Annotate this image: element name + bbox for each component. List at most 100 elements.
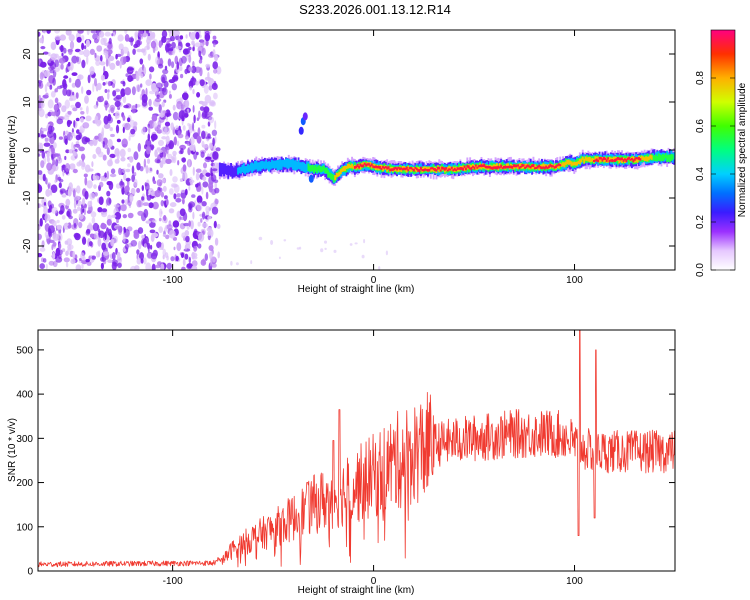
noise-speckle xyxy=(294,286,297,290)
noise-blob xyxy=(107,91,110,100)
noise-blob xyxy=(146,158,151,164)
ridge-cell xyxy=(616,157,619,160)
noise-blob xyxy=(214,54,219,62)
noise-blob xyxy=(207,216,212,220)
noise-blob xyxy=(102,82,106,86)
ridge-cell xyxy=(490,166,493,170)
noise-blob xyxy=(92,154,97,159)
ridge-cell xyxy=(299,162,301,170)
noise-speckle xyxy=(373,428,376,431)
noise-blob xyxy=(158,217,162,222)
noise-blob xyxy=(89,192,96,200)
noise-blob xyxy=(195,80,199,86)
snr-y-tick-label: 400 xyxy=(16,390,33,401)
ridge-cell xyxy=(535,167,538,169)
noise-blob xyxy=(141,94,148,103)
noise-blob xyxy=(186,263,193,270)
ridge-cell xyxy=(569,160,571,165)
noise-blob xyxy=(75,264,82,270)
ridge-cell xyxy=(424,168,427,171)
noise-blob xyxy=(54,35,62,41)
noise-blob xyxy=(63,47,67,54)
ridge-feature xyxy=(298,126,304,135)
noise-blob xyxy=(82,122,90,129)
noise-speckle xyxy=(353,297,356,302)
ridge-cell xyxy=(434,168,436,171)
noise-blob xyxy=(205,205,211,213)
ridge-cell xyxy=(649,154,652,159)
ridge-cell xyxy=(234,165,237,177)
noise-blob xyxy=(201,110,208,118)
noise-blob xyxy=(108,181,114,191)
noise-speckle xyxy=(286,411,289,415)
noise-blob xyxy=(86,105,89,115)
ridge-cell xyxy=(496,163,498,168)
noise-blob xyxy=(48,225,55,234)
noise-blob xyxy=(208,186,213,193)
noise-blob xyxy=(188,66,193,72)
noise-blob xyxy=(169,188,174,195)
ridge-cell xyxy=(296,161,299,170)
noise-blob xyxy=(59,34,66,41)
ridge-cell xyxy=(661,153,664,162)
noise-blob xyxy=(47,59,51,64)
noise-blob xyxy=(78,213,84,220)
noise-blob xyxy=(149,73,152,80)
ridge-cell xyxy=(549,163,552,167)
noise-speckle xyxy=(221,373,223,376)
noise-blob xyxy=(172,111,179,121)
ridge-cell xyxy=(322,165,325,171)
noise-blob xyxy=(75,117,80,122)
noise-blob xyxy=(193,245,198,252)
noise-blob xyxy=(124,87,132,96)
noise-blob xyxy=(73,222,77,229)
noise-blob xyxy=(203,162,207,169)
noise-blob xyxy=(86,261,92,266)
ridge-cell xyxy=(636,158,639,163)
noise-blob xyxy=(48,52,51,57)
noise-blob xyxy=(71,82,76,88)
ridge-cell xyxy=(429,167,432,170)
noise-blob xyxy=(196,195,203,204)
ridge-cell xyxy=(306,161,308,172)
noise-blob xyxy=(137,30,144,38)
noise-blob xyxy=(166,224,173,230)
ridge-cell xyxy=(287,158,290,169)
noise-blob xyxy=(40,101,45,109)
noise-blob xyxy=(190,77,197,86)
ridge-cell xyxy=(669,154,671,163)
noise-speckle xyxy=(320,444,324,449)
noise-speckle xyxy=(369,344,372,348)
noise-blob xyxy=(131,105,136,114)
noise-speckle xyxy=(277,282,280,285)
noise-blob xyxy=(204,253,208,261)
ridge-cell xyxy=(363,162,366,165)
noise-blob xyxy=(56,85,63,90)
noise-blob xyxy=(46,151,50,158)
ridge-cell xyxy=(545,165,548,169)
noise-speckle xyxy=(368,430,370,434)
noise-speckle xyxy=(281,420,284,423)
noise-blob xyxy=(217,251,220,259)
ridge-cell xyxy=(566,161,569,167)
noise-blob xyxy=(176,140,180,147)
noise-blob xyxy=(214,237,219,246)
noise-blob xyxy=(129,156,134,163)
ridge-cell xyxy=(438,168,441,173)
noise-blob xyxy=(192,61,195,68)
noise-blob xyxy=(192,46,195,52)
noise-blob xyxy=(40,61,47,68)
ridge-cell xyxy=(536,165,539,169)
noise-speckle xyxy=(264,453,267,458)
noise-blob xyxy=(95,60,101,66)
noise-blob xyxy=(115,247,118,255)
noise-blob xyxy=(136,48,142,53)
noise-blob xyxy=(165,234,170,240)
ridge-cell xyxy=(459,167,462,170)
noise-blob xyxy=(166,43,172,48)
noise-blob xyxy=(200,40,205,48)
noise-speckle xyxy=(229,324,232,326)
noise-blob xyxy=(201,201,207,207)
noise-blob xyxy=(208,84,213,91)
noise-blob xyxy=(76,56,79,63)
